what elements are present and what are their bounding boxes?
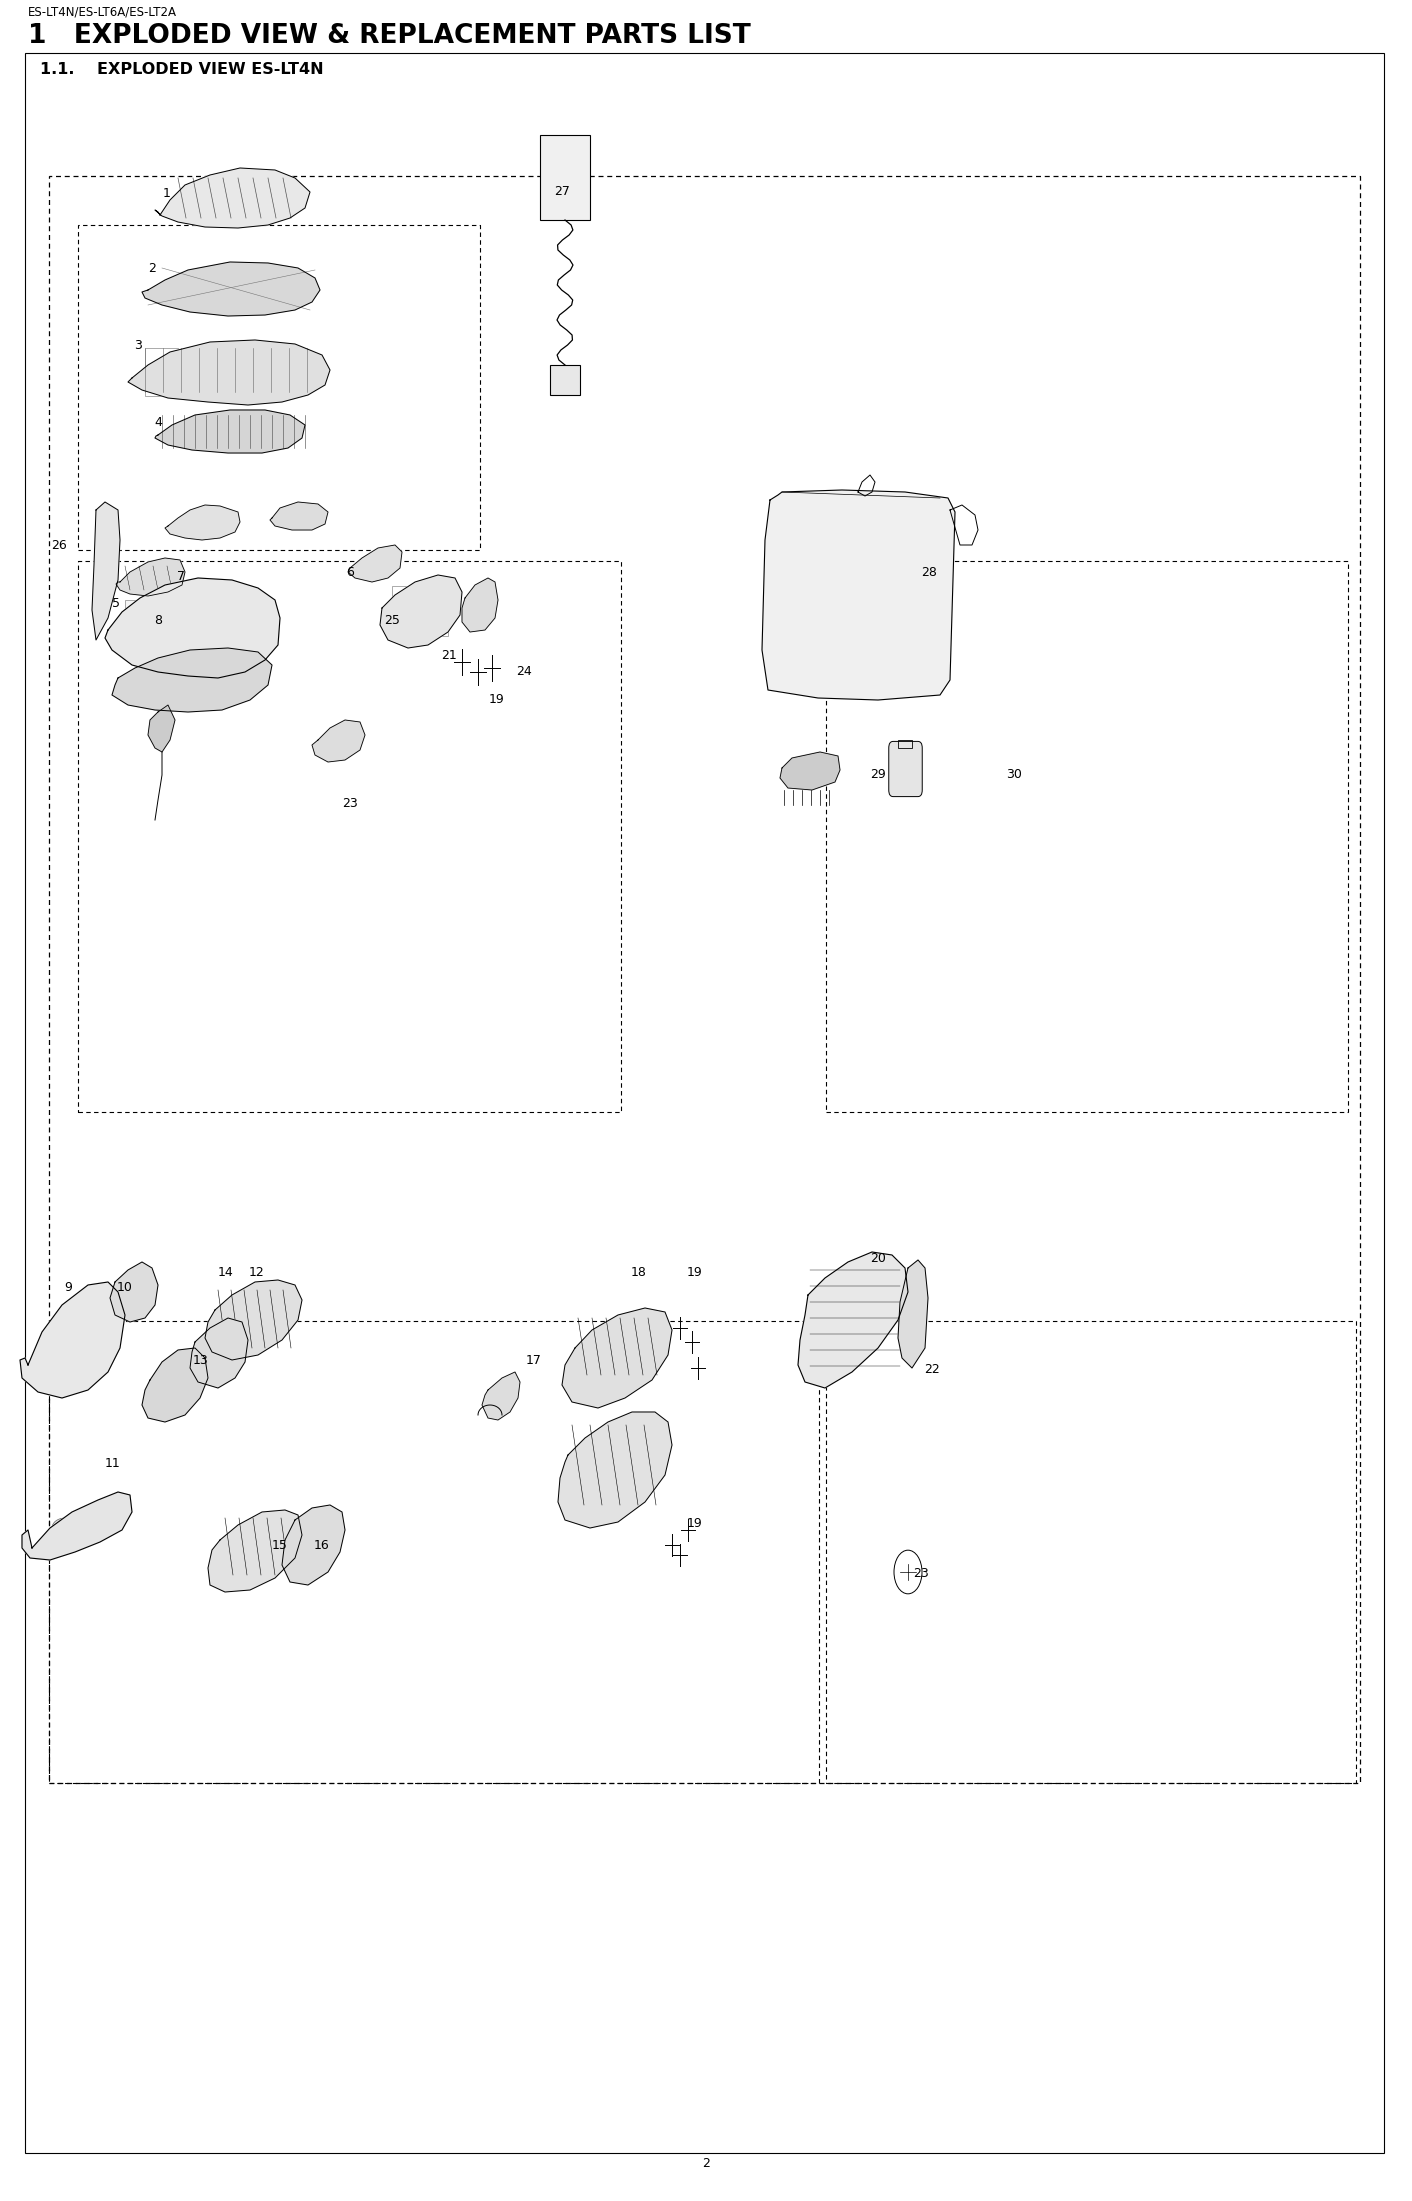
Polygon shape	[562, 1307, 672, 1409]
Bar	[78, 225, 480, 550]
Polygon shape	[380, 574, 462, 647]
Polygon shape	[155, 409, 305, 453]
Text: ES-LT4N/ES-LT6A/ES-LT2A: ES-LT4N/ES-LT6A/ES-LT2A	[28, 7, 178, 18]
Polygon shape	[205, 1281, 302, 1360]
Polygon shape	[208, 1510, 302, 1591]
Ellipse shape	[52, 1519, 78, 1538]
Ellipse shape	[145, 618, 185, 651]
Bar	[49, 1321, 819, 1783]
Polygon shape	[143, 262, 321, 317]
Bar	[78, 561, 621, 1112]
Polygon shape	[155, 167, 311, 229]
Text: 8: 8	[154, 614, 162, 627]
Polygon shape	[481, 1371, 520, 1420]
Polygon shape	[282, 1505, 345, 1585]
Text: 1.1.    EXPLODED VIEW ES-LT4N: 1.1. EXPLODED VIEW ES-LT4N	[40, 62, 323, 77]
FancyBboxPatch shape	[888, 742, 922, 797]
Text: 11: 11	[104, 1457, 121, 1470]
Text: 30: 30	[1005, 768, 1022, 781]
Bar	[393, 585, 448, 636]
Text: 28: 28	[921, 566, 938, 579]
Text: 25: 25	[384, 614, 401, 627]
Text: 15: 15	[271, 1538, 288, 1552]
Bar	[898, 740, 912, 748]
Text: 2: 2	[148, 262, 157, 275]
Polygon shape	[20, 1281, 126, 1398]
Polygon shape	[116, 559, 185, 596]
Polygon shape	[165, 504, 240, 539]
Ellipse shape	[68, 1314, 82, 1325]
Polygon shape	[270, 502, 328, 530]
Text: 14: 14	[217, 1266, 234, 1279]
Polygon shape	[347, 546, 402, 581]
Ellipse shape	[35, 1369, 54, 1382]
Polygon shape	[92, 502, 120, 640]
Text: 1   EXPLODED VIEW & REPLACEMENT PARTS LIST: 1 EXPLODED VIEW & REPLACEMENT PARTS LIST	[28, 22, 751, 48]
Bar	[551, 365, 580, 394]
Text: 7: 7	[176, 570, 185, 583]
Bar	[826, 1321, 1356, 1783]
Polygon shape	[898, 1259, 928, 1369]
Text: 29: 29	[870, 768, 887, 781]
Text: 5: 5	[112, 596, 120, 610]
Text: 16: 16	[313, 1538, 330, 1552]
Text: 24: 24	[515, 665, 532, 678]
Text: 20: 20	[870, 1252, 887, 1266]
Polygon shape	[558, 1413, 672, 1527]
Text: 22: 22	[923, 1362, 940, 1376]
Text: 23: 23	[912, 1567, 929, 1580]
Polygon shape	[128, 339, 330, 405]
Circle shape	[827, 1303, 863, 1358]
Text: 12: 12	[249, 1266, 265, 1279]
Polygon shape	[112, 647, 273, 711]
Text: 23: 23	[342, 797, 359, 810]
Polygon shape	[762, 491, 955, 700]
Text: 19: 19	[489, 693, 505, 707]
Polygon shape	[110, 1261, 158, 1323]
Polygon shape	[143, 1347, 208, 1422]
Ellipse shape	[198, 618, 239, 651]
Text: 10: 10	[116, 1281, 133, 1294]
Text: 1: 1	[162, 187, 171, 200]
Text: 4: 4	[154, 416, 162, 429]
Bar	[826, 561, 1348, 1112]
Text: 2: 2	[702, 2157, 710, 2170]
Text: 3: 3	[134, 339, 143, 352]
Polygon shape	[191, 1318, 249, 1389]
Polygon shape	[312, 720, 364, 762]
Text: 17: 17	[525, 1354, 542, 1367]
Bar	[145, 348, 178, 396]
Text: 27: 27	[554, 185, 570, 198]
Ellipse shape	[160, 1373, 191, 1398]
Ellipse shape	[51, 1336, 79, 1358]
Polygon shape	[462, 579, 498, 632]
Text: 26: 26	[51, 539, 68, 552]
Polygon shape	[104, 579, 280, 678]
Bar	[539, 134, 590, 220]
Polygon shape	[779, 753, 840, 790]
Text: 18: 18	[630, 1266, 647, 1279]
Text: 13: 13	[192, 1354, 209, 1367]
Bar	[126, 601, 258, 660]
Bar	[49, 176, 1360, 1783]
Polygon shape	[798, 1252, 908, 1389]
Text: 21: 21	[441, 649, 457, 663]
Text: 6: 6	[346, 566, 354, 579]
Text: 19: 19	[686, 1516, 703, 1530]
Polygon shape	[148, 704, 175, 753]
Polygon shape	[23, 1492, 131, 1561]
Text: 19: 19	[686, 1266, 703, 1279]
Text: 9: 9	[64, 1281, 72, 1294]
